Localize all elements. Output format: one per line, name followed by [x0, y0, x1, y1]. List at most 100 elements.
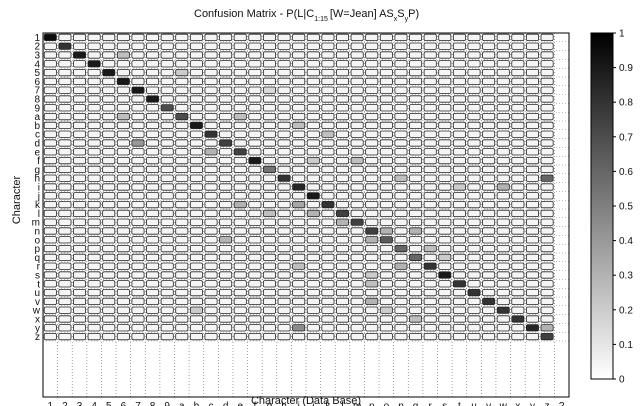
heatmap-cell — [262, 121, 276, 129]
heatmap-cell — [452, 121, 466, 129]
heatmap-cell — [248, 192, 262, 200]
heatmap-cell — [394, 253, 408, 261]
heatmap-cell — [277, 192, 291, 200]
heatmap-cell — [233, 86, 247, 94]
heatmap-cell — [146, 297, 160, 306]
heatmap-cell — [409, 218, 423, 226]
heatmap-cell — [87, 200, 101, 209]
heatmap-cell — [262, 262, 276, 270]
heatmap-cell — [233, 218, 247, 226]
heatmap-cell — [204, 209, 218, 217]
heatmap-cell — [467, 236, 481, 244]
heatmap-cell — [379, 244, 393, 253]
heatmap-cell — [496, 209, 510, 217]
heatmap-cell — [409, 332, 423, 341]
heatmap-cell — [87, 253, 101, 261]
y-tick-label: t — [37, 279, 40, 290]
heatmap-cell — [248, 77, 262, 85]
heatmap-cell — [262, 209, 276, 217]
heatmap-cell — [175, 148, 189, 156]
heatmap-cell — [87, 271, 101, 279]
heatmap-cell — [438, 271, 452, 279]
heatmap-cell — [219, 183, 233, 191]
heatmap-cell — [321, 236, 335, 244]
heatmap-cell — [219, 113, 233, 121]
heatmap-cell — [467, 218, 481, 226]
heatmap-cell — [102, 51, 116, 59]
heatmap-cell — [350, 174, 364, 182]
heatmap-cell — [219, 42, 233, 50]
heatmap-cell — [496, 77, 510, 85]
x-tick-label: ? — [559, 401, 565, 406]
x-tick-label: b — [194, 401, 200, 406]
heatmap-cell — [116, 262, 130, 270]
heatmap-cell — [423, 77, 437, 85]
heatmap-cell — [116, 165, 130, 173]
heatmap-cell — [73, 86, 87, 94]
heatmap-cell — [248, 51, 262, 59]
heatmap-cell — [87, 262, 101, 270]
heatmap-cell — [248, 183, 262, 191]
heatmap-cell — [540, 113, 554, 121]
heatmap-cell — [73, 262, 87, 270]
heatmap-cell — [540, 244, 554, 253]
heatmap-cell — [146, 324, 160, 332]
heatmap-cell — [496, 200, 510, 209]
heatmap-cell — [452, 148, 466, 156]
heatmap-cell — [292, 86, 306, 94]
y-tick-label: k — [35, 200, 41, 211]
heatmap-cell — [87, 69, 101, 77]
heatmap-cell — [233, 104, 247, 112]
heatmap-cell — [365, 156, 379, 165]
heatmap-cell — [175, 33, 189, 42]
heatmap-cell — [350, 86, 364, 94]
heatmap-cell — [87, 42, 101, 50]
heatmap-cell — [204, 192, 218, 200]
heatmap-cell — [248, 104, 262, 112]
heatmap-cell — [277, 121, 291, 129]
heatmap-cell — [233, 209, 247, 217]
heatmap-cell — [189, 183, 203, 191]
heatmap-cell — [365, 33, 379, 42]
heatmap-cell — [496, 104, 510, 112]
heatmap-cell — [409, 262, 423, 270]
heatmap-cell — [219, 288, 233, 297]
heatmap-cell — [262, 280, 276, 288]
heatmap-cell — [189, 236, 203, 244]
heatmap-cell — [321, 104, 335, 112]
heatmap-cell — [306, 306, 320, 314]
heatmap-cell — [277, 33, 291, 42]
heatmap-cell — [482, 104, 496, 112]
heatmap-cell — [262, 165, 276, 173]
heatmap-cell — [73, 104, 87, 112]
x-tick-label: g — [267, 401, 273, 406]
heatmap-cell — [73, 192, 87, 200]
heatmap-cell — [102, 209, 116, 217]
heatmap-cell — [204, 262, 218, 270]
heatmap-cell — [87, 130, 101, 138]
heatmap-cell — [73, 315, 87, 323]
heatmap-cell — [540, 130, 554, 138]
heatmap-cell — [365, 244, 379, 253]
heatmap-cell — [321, 86, 335, 94]
heatmap-cell — [87, 113, 101, 121]
heatmap-cell — [160, 271, 174, 279]
heatmap-cell — [233, 95, 247, 103]
heatmap-cell — [189, 244, 203, 253]
heatmap-cell — [321, 95, 335, 103]
heatmap-cell — [496, 218, 510, 226]
heatmap-cell — [116, 174, 130, 182]
heatmap-cell — [467, 33, 481, 42]
heatmap-cell — [116, 121, 130, 129]
heatmap-cell — [379, 192, 393, 200]
heatmap-cell — [233, 156, 247, 165]
heatmap-cell — [58, 156, 72, 165]
x-tick-label: 4 — [91, 401, 97, 406]
heatmap-cell — [58, 130, 72, 138]
heatmap-cell — [306, 253, 320, 261]
heatmap-cell — [321, 262, 335, 270]
title-sub2: x — [394, 16, 398, 23]
heatmap-cell — [219, 332, 233, 341]
heatmap-cell — [43, 51, 57, 59]
